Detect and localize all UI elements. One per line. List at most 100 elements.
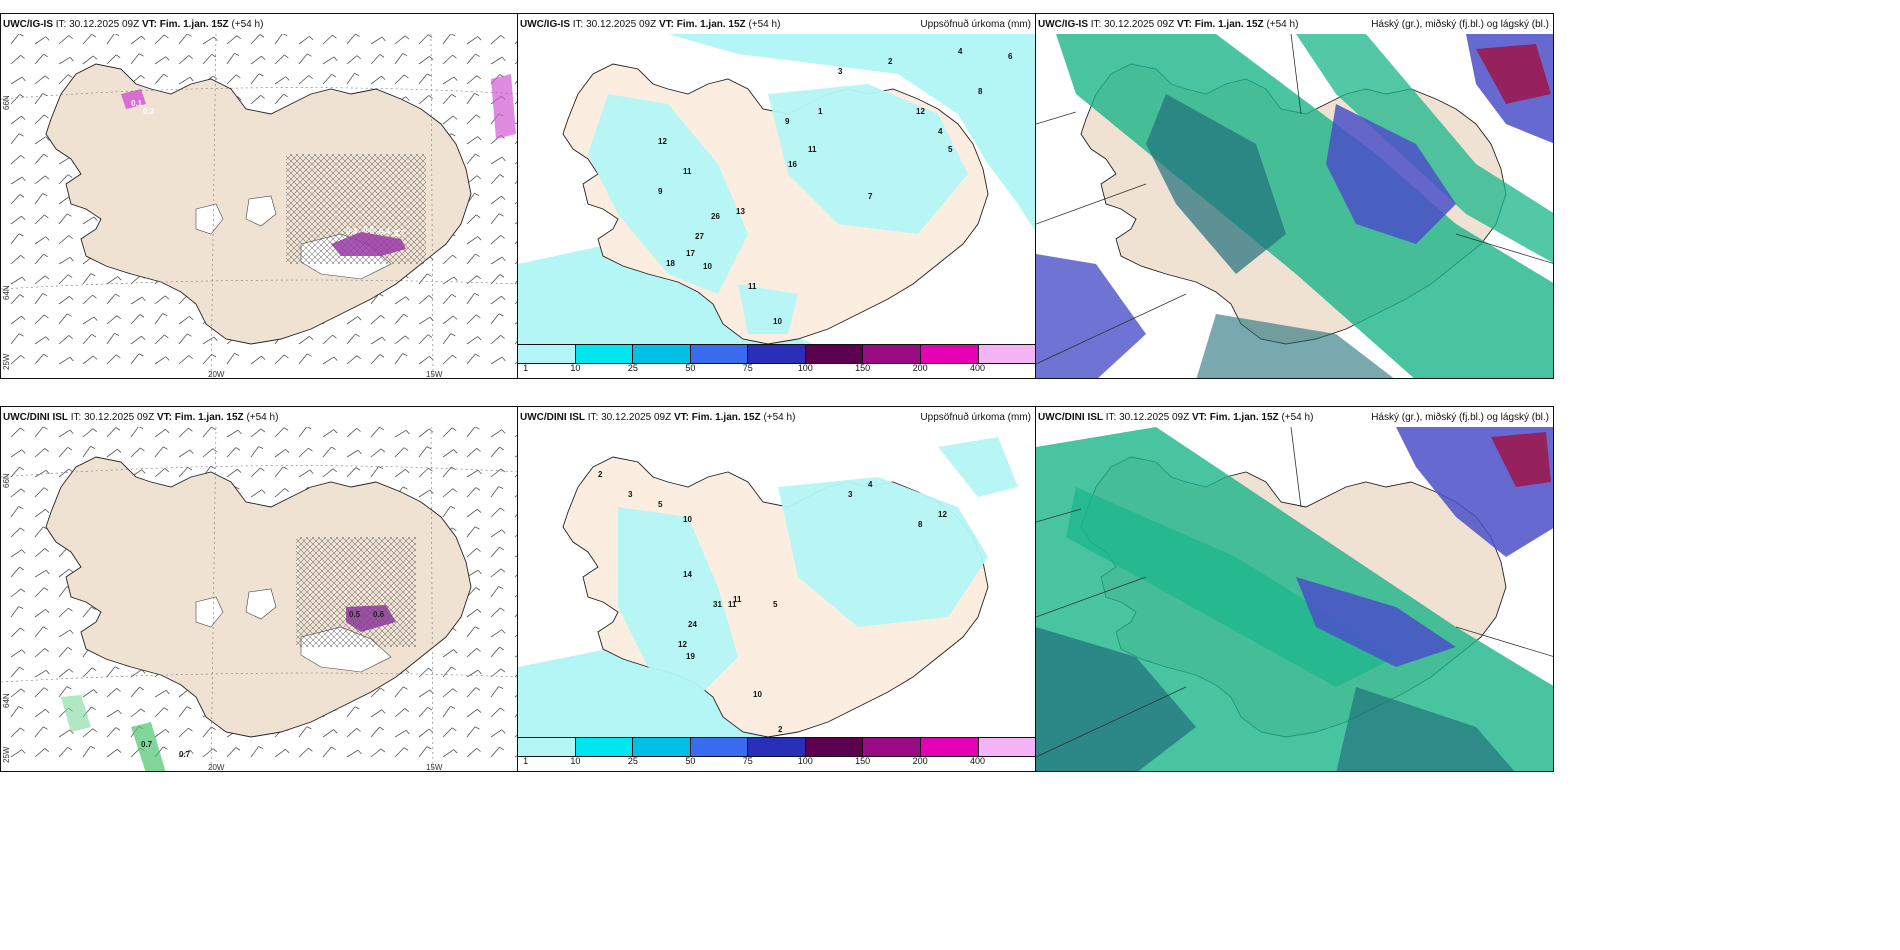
wind-barb xyxy=(58,429,71,438)
wind-barb xyxy=(490,429,503,438)
wind-barb xyxy=(34,626,44,638)
wind-barb-feather xyxy=(212,448,218,453)
wind-barb-feather xyxy=(500,507,505,512)
wind-barb-feather xyxy=(476,447,481,452)
precip-band xyxy=(768,84,968,234)
wind-barb-feather xyxy=(426,746,432,750)
wind-barb-feather xyxy=(115,727,121,731)
wind-barb-feather xyxy=(91,334,97,338)
hatch-line xyxy=(403,154,426,177)
wind-barb xyxy=(442,354,453,365)
wind-barb xyxy=(370,36,383,45)
wind-barb-feather xyxy=(211,54,217,58)
wind-barb-feather xyxy=(451,466,456,470)
wind-barb-feather xyxy=(45,36,50,41)
wind-barb-feather xyxy=(380,314,385,319)
precip-numbers: 2 3 5 10 11 14 12 19 24 31 11 5 8 10 12 3 4 2 xyxy=(598,470,947,734)
wind-barb-feather xyxy=(261,489,266,494)
precip-value-label: 13 xyxy=(736,207,745,216)
precip-value-label: 3 xyxy=(848,490,853,499)
wind-barb-feather xyxy=(93,316,98,321)
wind-barb xyxy=(58,668,70,678)
wind-barb-feather xyxy=(19,466,25,471)
wind-barb-feather xyxy=(18,606,24,610)
hatch-line xyxy=(296,580,363,647)
wind-barb-feather xyxy=(333,729,338,734)
icing-value-label: 0.7 xyxy=(141,740,153,749)
model-name: UWC/IG-IS xyxy=(3,19,53,30)
wind-barb xyxy=(82,34,92,45)
wind-barb-feather xyxy=(19,194,25,198)
wind-barb xyxy=(178,727,189,738)
wind-barb xyxy=(514,41,517,45)
wind-barb-feather xyxy=(91,34,97,38)
wind-barb-feather xyxy=(260,94,265,99)
wind-barb-feather xyxy=(68,335,73,339)
legend-swatch xyxy=(748,345,806,363)
wind-barb-feather xyxy=(474,427,480,430)
wind-barb-feather xyxy=(20,727,25,732)
wind-barb-feather xyxy=(164,295,170,300)
wind-barb-feather xyxy=(402,353,408,357)
hatch-line xyxy=(389,537,416,564)
wind-barb-feather xyxy=(189,749,194,754)
wind-barb xyxy=(226,35,238,45)
wind-barb-feather xyxy=(331,746,336,750)
wind-barb xyxy=(370,315,381,325)
wind-barb-feather xyxy=(140,708,146,713)
wind-barb xyxy=(226,53,235,65)
wind-barb xyxy=(202,336,215,345)
precip-value-label: 14 xyxy=(683,570,692,579)
wind-barb-feather xyxy=(282,466,288,470)
legend-swatch xyxy=(518,738,576,756)
wind-barb-feather xyxy=(450,133,456,137)
wind-barb xyxy=(250,73,260,85)
wind-barb xyxy=(490,335,501,345)
legend-tick-label: 150 xyxy=(855,363,871,373)
wind-barb-feather xyxy=(428,295,433,299)
hatch-line xyxy=(286,154,323,191)
wind-barb xyxy=(226,447,237,458)
wind-barb-feather xyxy=(93,216,98,221)
hatch-line xyxy=(296,537,339,580)
wind-barb-feather xyxy=(42,293,48,297)
wind-barb-feather xyxy=(260,467,265,472)
hatch-line xyxy=(325,154,426,255)
precip-value-label: 11 xyxy=(728,600,737,609)
wind-barb xyxy=(10,649,23,658)
hatch-line xyxy=(296,537,327,568)
wind-barb-feather xyxy=(405,669,410,674)
precip-value-label: 19 xyxy=(686,652,695,661)
wind-barb xyxy=(322,746,332,758)
wind-barb-feather xyxy=(44,75,50,80)
legend-tick-label: 75 xyxy=(742,756,753,766)
wind-barb-feather xyxy=(429,489,434,494)
wind-barb xyxy=(394,335,406,345)
precip-value-label: 2 xyxy=(888,57,893,66)
wind-barb-feather xyxy=(500,34,505,39)
wind-barb xyxy=(442,666,452,678)
lead-time: (+54 h) xyxy=(1266,19,1299,30)
wind-barb-feather xyxy=(499,746,505,751)
wind-barb xyxy=(490,156,503,165)
mid-cloud xyxy=(1036,254,1146,378)
wind-barb xyxy=(466,153,476,165)
hatch-line xyxy=(286,154,329,197)
wind-barb xyxy=(490,607,501,618)
wind-barb xyxy=(514,755,517,758)
wind-barb xyxy=(34,353,44,365)
wind-barb-feather xyxy=(19,294,25,298)
wind-barb xyxy=(274,54,285,65)
icing-value-label: 0.4 xyxy=(379,227,391,236)
low-cloud xyxy=(1196,314,1394,378)
wind-barb xyxy=(490,174,501,185)
wind-barb xyxy=(418,356,430,365)
precip-value-label: 18 xyxy=(666,259,675,268)
wind-barb xyxy=(490,629,503,638)
wind-barb-feather xyxy=(141,469,146,474)
precip-value-label: 1 xyxy=(818,107,823,116)
wind-barb-feather xyxy=(428,728,434,733)
wind-barb-feather xyxy=(188,427,193,432)
wind-barb xyxy=(394,53,403,65)
